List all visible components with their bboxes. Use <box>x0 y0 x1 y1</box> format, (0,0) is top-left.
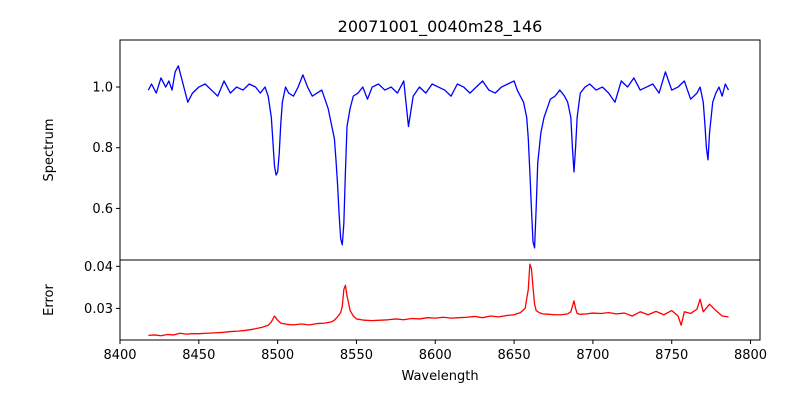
x-tick-label: 8750 <box>655 348 688 363</box>
error-axes-frame <box>119 259 761 341</box>
spectrum-panel: 0.6 0.8 1.0 Spectrum <box>42 39 761 261</box>
error-line <box>148 263 729 337</box>
x-tick-label: 8800 <box>734 348 767 363</box>
wavelength-x-label: Wavelength <box>401 369 478 384</box>
spectrum-axes-frame <box>119 39 761 261</box>
x-tick-label: 8450 <box>182 348 215 363</box>
spectrum-y-axis: 0.6 0.8 1.0 <box>92 81 120 217</box>
x-tick-label: 8550 <box>340 348 373 363</box>
x-tick-label: 8650 <box>498 348 531 363</box>
spectrum-line <box>147 65 730 249</box>
wavelength-x-axis: 8400 8450 8500 8550 8600 8650 8700 8750 8800 <box>103 340 767 363</box>
x-tick-label: 8400 <box>103 348 136 363</box>
spectrum-y-tick-label: 0.6 <box>92 202 113 217</box>
error-y-label: Error <box>42 284 57 316</box>
spectrum-y-label: Spectrum <box>42 119 57 182</box>
x-tick-label: 8700 <box>576 348 609 363</box>
error-y-tick-label: 0.04 <box>84 260 113 275</box>
error-y-tick-label: 0.03 <box>84 302 113 317</box>
spectrum-y-tick-label: 0.8 <box>92 141 113 156</box>
error-panel: 0.03 0.04 8400 8450 8500 8550 8600 8650 8700 875… <box>42 259 767 384</box>
error-y-axis: 0.03 0.04 <box>84 260 120 317</box>
x-tick-label: 8600 <box>419 348 452 363</box>
x-tick-label: 8500 <box>261 348 294 363</box>
chart-title: 20071001_0040m28_146 <box>338 17 543 37</box>
spectrum-y-tick-label: 1.0 <box>92 81 113 96</box>
